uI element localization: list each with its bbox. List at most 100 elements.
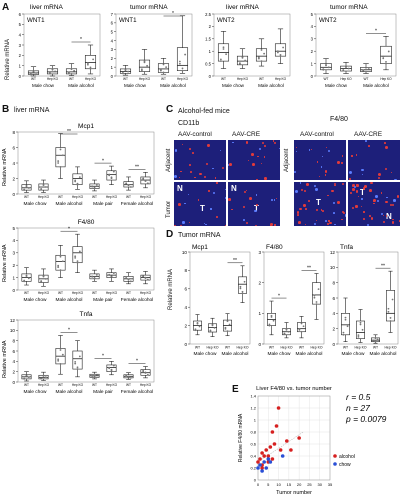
data-point xyxy=(23,279,26,282)
chart-title: Tnfa xyxy=(340,244,353,251)
x-tick-label: 25 xyxy=(307,482,312,487)
data-point xyxy=(313,296,316,299)
stain-dot xyxy=(390,171,393,174)
data-point xyxy=(359,321,362,324)
data-point xyxy=(268,323,271,326)
data-point xyxy=(125,374,128,377)
stain-dot xyxy=(325,220,327,223)
micrograph-cd11b-cre-adjacent xyxy=(228,140,280,180)
x-tick-label: WT xyxy=(269,345,274,349)
data-point xyxy=(222,48,225,50)
stain-dot xyxy=(324,170,327,173)
x-tick-label: WT xyxy=(259,77,264,81)
data-point xyxy=(376,338,379,341)
stain-dot xyxy=(380,192,383,194)
data-point xyxy=(27,277,30,280)
panel-c-marker-left: CD11b xyxy=(178,120,200,127)
stain-dot xyxy=(178,203,181,206)
stain-dot xyxy=(296,211,300,214)
data-point xyxy=(225,53,228,56)
x-tick-label: Hep KO xyxy=(38,291,50,295)
stain-dot xyxy=(269,225,273,226)
data-point xyxy=(61,260,64,263)
group-label: Male alcohol xyxy=(258,83,284,88)
significance-mark: * xyxy=(102,354,104,360)
data-point xyxy=(344,318,347,321)
stain-dot xyxy=(242,206,246,209)
panel-c-col1-right: AAV-control xyxy=(300,131,334,138)
box xyxy=(106,364,117,372)
chart-frame xyxy=(315,13,397,77)
stain-dot xyxy=(270,199,273,201)
stain-dot xyxy=(263,156,265,158)
data-point xyxy=(382,57,385,60)
stain-dot xyxy=(377,199,380,202)
x-tick-label: Hep KO xyxy=(140,195,152,199)
stain-dot xyxy=(187,193,189,195)
chart-frame xyxy=(17,131,155,195)
label-n: N xyxy=(177,184,183,193)
data-point xyxy=(162,71,165,74)
panel-e-scatter: Liver F4/80 vs. tumor number Relative F4/… xyxy=(238,386,387,496)
data-point xyxy=(61,154,64,157)
x-tick-label: WT xyxy=(343,345,348,349)
y-tick-label: 2 xyxy=(332,326,335,331)
group-label: Male chow xyxy=(342,351,365,357)
panel-letter-b: B xyxy=(2,104,10,115)
x-tick-label: Hep KO xyxy=(38,383,50,387)
data-point xyxy=(76,261,79,264)
significance-mark: ** xyxy=(67,129,71,135)
data-point-alcohol xyxy=(297,436,301,440)
stain-dot xyxy=(328,220,330,222)
micrograph-cd11b-control-adjacent xyxy=(174,140,226,180)
data-point xyxy=(143,60,146,63)
data-point xyxy=(74,360,77,363)
group-label: Male alcohol xyxy=(296,351,323,357)
stain-dot xyxy=(321,155,323,157)
stain-dot xyxy=(318,175,320,177)
y-tick-label: 1 xyxy=(111,65,114,70)
data-point xyxy=(322,68,325,71)
box xyxy=(356,320,365,339)
data-point xyxy=(48,72,51,74)
data-point-chow xyxy=(268,460,273,464)
stain-dot xyxy=(331,189,334,193)
data-point xyxy=(57,359,60,362)
panel-letter-d: D xyxy=(166,229,174,240)
x-tick-label: Hep KO xyxy=(275,77,287,81)
stain-dot xyxy=(363,185,367,189)
data-point xyxy=(110,368,113,371)
stain-dot xyxy=(174,149,177,152)
significance-mark: ** xyxy=(233,258,237,264)
label-t: T xyxy=(360,188,365,197)
micrograph-f480-control-adjacent xyxy=(294,140,346,180)
stain-dot xyxy=(385,167,388,170)
stain-dot xyxy=(278,147,280,150)
data-point xyxy=(300,330,303,333)
data-point-alcohol xyxy=(270,430,275,434)
data-point xyxy=(279,55,282,58)
x-tick-label: WT xyxy=(195,345,200,349)
stain-dot xyxy=(242,219,245,222)
data-point xyxy=(91,185,94,188)
data-point xyxy=(276,51,279,54)
group-label: Male chow xyxy=(32,83,55,88)
x-tick-label: Hep KO xyxy=(106,195,118,199)
data-point xyxy=(74,256,77,259)
stain-dot xyxy=(220,150,222,152)
data-point xyxy=(285,328,288,331)
data-point xyxy=(86,63,89,66)
y-tick-label: 0.6 xyxy=(250,442,256,447)
data-point xyxy=(243,280,246,283)
data-point xyxy=(76,368,79,370)
stain-dot xyxy=(314,188,318,192)
stain-dot xyxy=(198,172,202,176)
y-tick-label: 3 xyxy=(258,250,261,255)
legend-marker-alcohol xyxy=(333,454,337,458)
data-point xyxy=(57,266,60,269)
stain-dot xyxy=(389,204,392,207)
x-tick-label: Hep KO xyxy=(106,291,118,295)
y-tick-label: 4 xyxy=(12,161,15,166)
data-point xyxy=(142,369,145,372)
